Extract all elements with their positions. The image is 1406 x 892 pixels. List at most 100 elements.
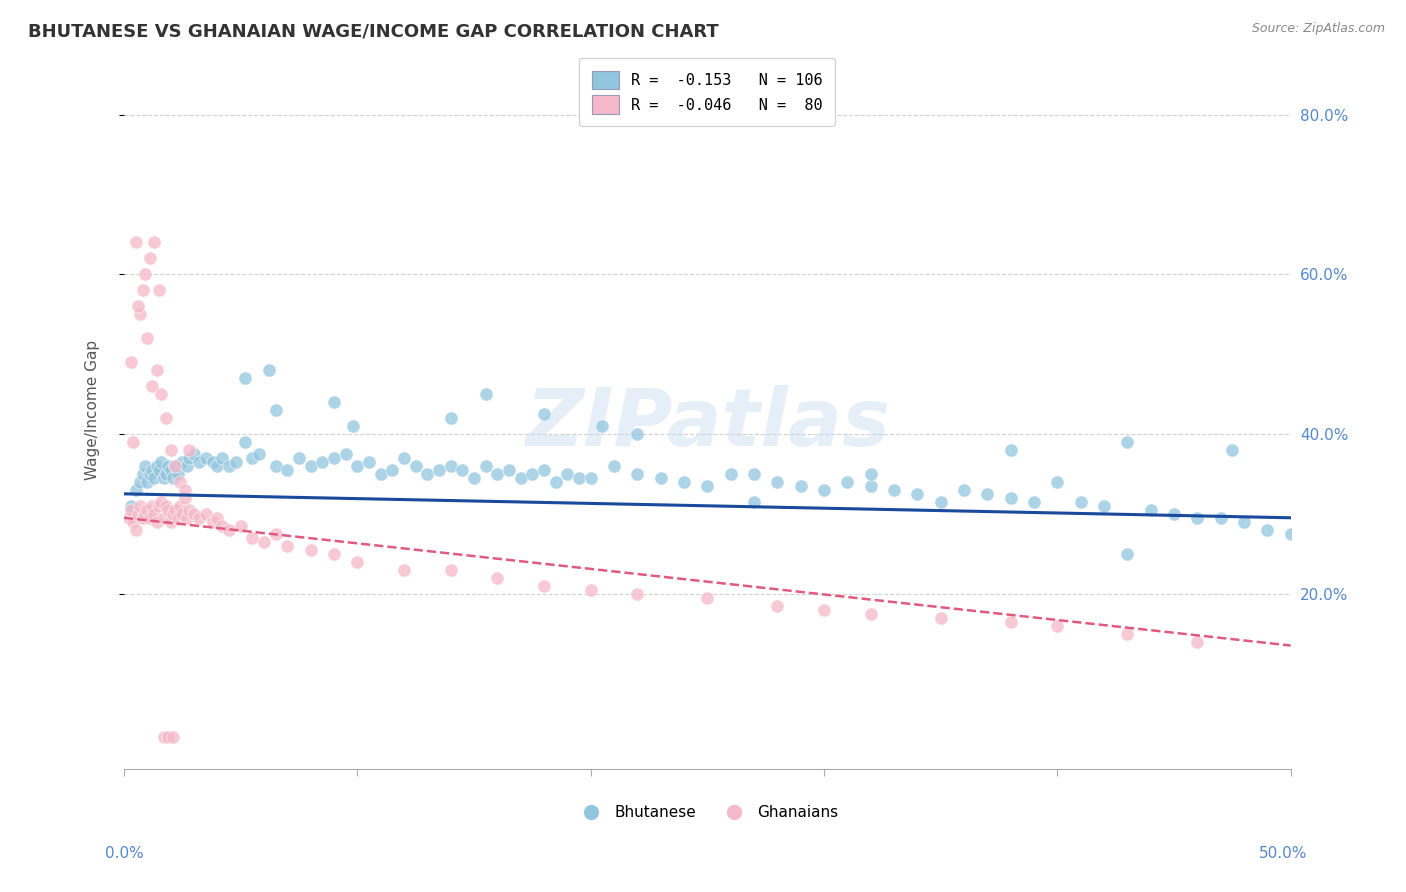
Point [1139, 503, 1161, 517]
Point [183, 447, 205, 461]
Text: Source: ZipAtlas.com: Source: ZipAtlas.com [1251, 22, 1385, 36]
Point [1220, 442, 1243, 457]
Y-axis label: Wage/Income Gap: Wage/Income Gap [86, 340, 100, 480]
Point [165, 503, 187, 517]
Point [439, 411, 461, 425]
Text: ZIPatlas: ZIPatlas [524, 385, 890, 463]
Point [626, 426, 648, 441]
Point [1116, 626, 1139, 640]
Point [169, 499, 191, 513]
Point [207, 510, 229, 524]
Point [1163, 507, 1185, 521]
Point [813, 483, 835, 497]
Point [264, 403, 287, 417]
Point [439, 563, 461, 577]
Point [162, 507, 184, 521]
Point [148, 499, 170, 513]
Point [233, 371, 256, 385]
Point [165, 458, 187, 473]
Point [1209, 510, 1232, 524]
Point [1256, 523, 1278, 537]
Point [211, 450, 233, 465]
Point [253, 534, 276, 549]
Point [626, 587, 648, 601]
Point [159, 442, 181, 457]
Point [276, 463, 298, 477]
Point [247, 447, 270, 461]
Point [127, 299, 149, 313]
Point [342, 419, 364, 434]
Point [859, 607, 882, 621]
Text: 50.0%: 50.0% [1260, 846, 1308, 861]
Point [141, 499, 163, 513]
Point [127, 507, 149, 521]
Point [179, 442, 201, 457]
Point [1046, 475, 1069, 489]
Point [257, 363, 280, 377]
Point [1187, 510, 1209, 524]
Point [218, 523, 240, 537]
Point [120, 499, 142, 513]
Point [159, 463, 181, 477]
Point [173, 491, 195, 505]
Point [474, 387, 496, 401]
Point [1070, 495, 1092, 509]
Point [145, 515, 167, 529]
Point [233, 434, 256, 449]
Point [173, 483, 195, 497]
Point [131, 283, 153, 297]
Point [416, 467, 439, 481]
Point [136, 475, 159, 489]
Point [131, 510, 153, 524]
Point [264, 526, 287, 541]
Point [157, 458, 180, 473]
Point [474, 458, 496, 473]
Point [544, 475, 567, 489]
Point [176, 458, 198, 473]
Point [789, 479, 811, 493]
Point [591, 419, 613, 434]
Point [138, 510, 160, 524]
Point [929, 610, 952, 624]
Point [194, 507, 217, 521]
Point [145, 363, 167, 377]
Point [124, 523, 146, 537]
Point [201, 515, 224, 529]
Point [1116, 547, 1139, 561]
Point [427, 463, 450, 477]
Point [357, 455, 380, 469]
Point [311, 455, 333, 469]
Point [150, 387, 173, 401]
Point [346, 458, 368, 473]
Point [579, 471, 602, 485]
Point [498, 463, 520, 477]
Point [120, 503, 142, 517]
Point [162, 731, 184, 745]
Point [392, 563, 415, 577]
Point [129, 307, 152, 321]
Point [148, 463, 170, 477]
Point [392, 450, 415, 465]
Point [124, 483, 146, 497]
Point [264, 458, 287, 473]
Point [381, 463, 404, 477]
Point [1022, 495, 1045, 509]
Point [159, 515, 181, 529]
Point [463, 471, 485, 485]
Point [813, 602, 835, 616]
Point [1233, 515, 1256, 529]
Point [486, 467, 509, 481]
Point [322, 547, 344, 561]
Point [194, 450, 217, 465]
Point [953, 483, 976, 497]
Point [134, 267, 156, 281]
Point [187, 510, 209, 524]
Point [225, 455, 247, 469]
Point [299, 458, 322, 473]
Point [148, 283, 170, 297]
Point [1279, 526, 1302, 541]
Point [143, 235, 166, 250]
Point [169, 475, 191, 489]
Point [152, 731, 174, 745]
Point [138, 252, 160, 266]
